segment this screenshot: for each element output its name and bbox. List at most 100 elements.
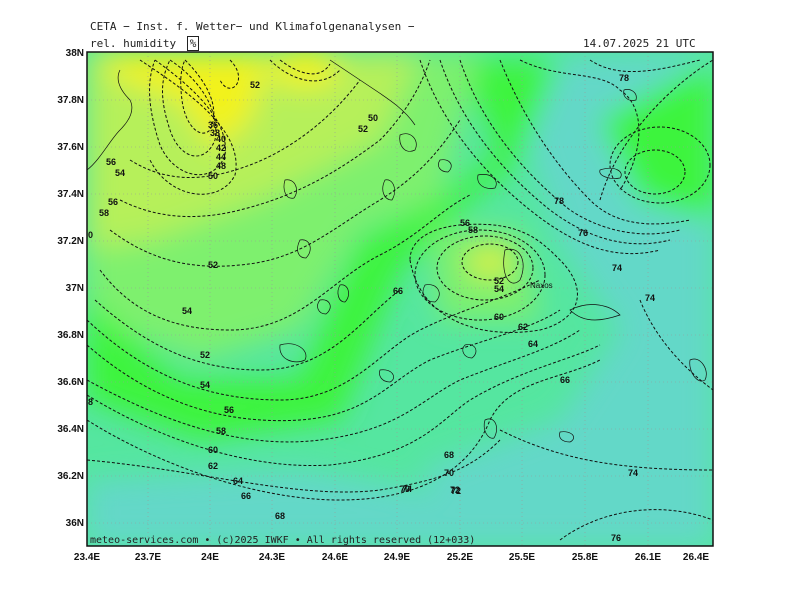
isohume xyxy=(129,79,361,178)
isohume xyxy=(279,59,331,75)
lon-label: 24.9E xyxy=(384,552,410,563)
isohume xyxy=(459,59,681,235)
contour-label: 48 xyxy=(216,161,226,171)
isohume xyxy=(94,289,401,371)
lat-label: 38N xyxy=(66,48,84,59)
lat-label: 37N xyxy=(66,283,84,294)
contour-label: 42 xyxy=(216,143,226,153)
isohume xyxy=(87,329,581,443)
contour-label: 76 xyxy=(578,228,588,238)
timestamp: 14.07.2025 21 UTC xyxy=(583,37,696,50)
isohume xyxy=(87,279,541,401)
contour-label: 74 xyxy=(645,293,655,303)
island-tinos xyxy=(438,159,452,173)
isohume xyxy=(499,429,713,471)
lat-label: 36.4N xyxy=(57,424,84,435)
contour-label: 54 xyxy=(115,168,125,178)
lon-label: 26.1E xyxy=(635,552,661,563)
coastline-attica xyxy=(87,69,133,171)
contour-label: 64 xyxy=(528,339,538,349)
isohume xyxy=(269,59,341,82)
very-dry-spot-east xyxy=(270,52,340,88)
island-sifnos xyxy=(337,284,349,303)
island-syros xyxy=(382,179,395,201)
island-lake xyxy=(623,89,637,101)
isohume xyxy=(519,59,640,191)
island-santorini xyxy=(483,418,497,439)
isohume xyxy=(499,59,691,225)
lon-label: 26.4E xyxy=(683,552,709,563)
isohume xyxy=(409,223,578,333)
coastline-evia xyxy=(329,59,416,126)
lat-label: 36N xyxy=(66,518,84,529)
contour-label: 66 xyxy=(560,375,570,385)
lat-axis: 38N 37.8N 37.6N 37.4N 37.2N 37N 36.8N 36… xyxy=(57,48,84,529)
chart-title: CETA − Inst. f. Wetter− und Klimafolgena… xyxy=(90,20,415,33)
lon-label: 23.7E xyxy=(135,552,161,563)
parameter-name: rel. humidity xyxy=(90,37,177,50)
moist-band xyxy=(87,60,560,440)
contour-label: 76 xyxy=(611,533,621,543)
contour-label: 38 xyxy=(210,128,220,138)
contour-label: 72 xyxy=(451,486,461,496)
lat-label: 37.2N xyxy=(57,236,84,247)
contour-label: 74 xyxy=(612,263,622,273)
contour-label: 60 xyxy=(494,312,504,322)
island-east xyxy=(689,358,707,382)
contour-label: 54 xyxy=(182,306,192,316)
lon-label: 25.2E xyxy=(447,552,473,563)
island-kea xyxy=(283,179,297,199)
map-frame xyxy=(86,51,714,547)
contour-label: 58 xyxy=(468,225,478,235)
dry-area xyxy=(87,52,420,250)
contour-label: 78 xyxy=(619,73,629,83)
contour-label: 58 xyxy=(99,208,109,218)
lat-label: 36.8N xyxy=(57,330,84,341)
isohume xyxy=(461,243,519,281)
lat-label: 36.2N xyxy=(57,471,84,482)
contour-label: 68 xyxy=(444,450,454,460)
island-folegandros xyxy=(379,369,394,383)
island-kythnos xyxy=(297,239,311,259)
contour-label: 56 xyxy=(224,405,234,415)
contour-label: 74 xyxy=(402,484,412,494)
contour-label: 52 xyxy=(208,260,218,270)
isohume xyxy=(559,509,713,541)
island-mykonos xyxy=(477,174,497,189)
place-label-naxos: Naxos xyxy=(530,281,553,290)
contour-label: 68 xyxy=(275,511,285,521)
lon-label: 24.3E xyxy=(259,552,285,563)
isohume xyxy=(87,309,561,422)
isohume xyxy=(87,439,501,493)
contour-label: 70 xyxy=(400,484,410,494)
isohume xyxy=(162,59,217,157)
contour-label: 54 xyxy=(494,284,504,294)
isohume xyxy=(149,59,226,176)
humidity-field: 52 52 50 52 54 36 38 40 42 44 48 50 56 5… xyxy=(87,52,713,546)
island-andros xyxy=(399,133,417,152)
lon-label: 25.8E xyxy=(572,552,598,563)
isohume xyxy=(439,59,671,245)
isohume xyxy=(87,344,601,467)
island-ikaria xyxy=(599,167,622,179)
lon-label: 23.4E xyxy=(74,552,100,563)
isohume xyxy=(639,299,713,391)
grid xyxy=(87,52,713,546)
contour-label: 62 xyxy=(518,322,528,332)
contour-label: 56 xyxy=(460,218,470,228)
contour-label: 52 xyxy=(200,350,210,360)
contour-label: 52 xyxy=(250,80,260,90)
contour-label: 74 xyxy=(628,468,638,478)
lat-label: 36.6N xyxy=(57,377,84,388)
isohume xyxy=(436,235,534,301)
lat-label: 37.4N xyxy=(57,189,84,200)
contour-label: 78 xyxy=(554,196,564,206)
isohume xyxy=(609,126,711,204)
isohume xyxy=(99,194,471,331)
contour-label: 50 xyxy=(208,171,218,181)
contour-label: 60 xyxy=(208,445,218,455)
contour-label: 62 xyxy=(208,461,218,471)
contour-label: 64 xyxy=(233,476,243,486)
isohume xyxy=(180,59,215,134)
